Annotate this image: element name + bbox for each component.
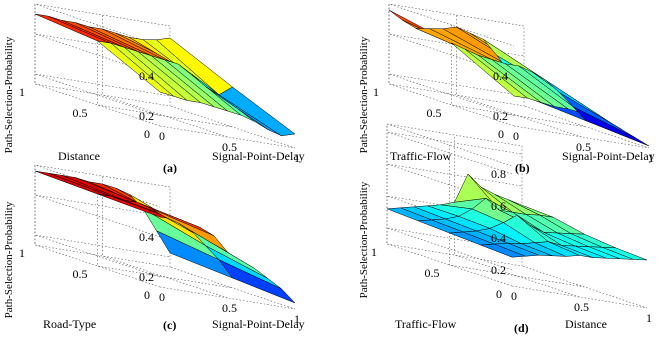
x-axis-label: Distance xyxy=(565,317,607,331)
z-tick-label: 0.2 xyxy=(493,109,508,123)
panel-label: (b) xyxy=(515,161,530,175)
x-axis-label: Signal-Point-Delay xyxy=(212,149,305,163)
z-axis-label: Path-Selection-Probability xyxy=(358,181,370,298)
y-tick-label: 1 xyxy=(371,245,377,259)
surface-patch xyxy=(572,106,650,147)
panel-label: (d) xyxy=(514,321,529,335)
y-tick-label: 1 xyxy=(19,246,25,260)
y-tick-label: 0.5 xyxy=(425,266,440,280)
surface-plot-a: 0.2 0.4 0 0.5 1 0 0.5 1 Path-Selection-Probabil… xyxy=(3,3,305,175)
x-tick-label: 0 xyxy=(511,289,517,303)
y-axis-label: Traffic-Flow xyxy=(395,317,457,331)
surface-patch xyxy=(218,259,296,304)
y-tick-label: 1 xyxy=(373,85,379,99)
z-tick-label: 0.4 xyxy=(493,69,508,83)
x-tick-label: 1 xyxy=(648,151,654,165)
surface-plot-d: 0.2 0.4 0.6 0.8 0 0.5 1 0 0.5 1 Path-Selection-Pr… xyxy=(358,123,652,335)
y-tick-label: 0 xyxy=(498,127,504,141)
z-tick-label: 0.2 xyxy=(139,109,154,123)
surface-patch xyxy=(218,86,296,137)
z-tick-label: 0.2 xyxy=(491,263,506,277)
y-axis-label: Road-Type xyxy=(43,317,96,331)
y-tick-label: 1 xyxy=(19,85,25,99)
z-axis-label: Path-Selection-Probability xyxy=(3,201,15,318)
panel-label: (a) xyxy=(163,161,177,175)
z-tick-label: 0.6 xyxy=(491,199,506,213)
y-tick-label: 0 xyxy=(144,127,150,141)
y-axis-label: Distance xyxy=(58,149,100,163)
surface-plot-b: 0.2 0.4 0 0.5 1 0 0.5 1 Path-Selection-Probabil… xyxy=(358,3,655,175)
x-tick-label: 0 xyxy=(513,129,519,143)
z-tick-label: 0.4 xyxy=(139,69,154,83)
z-tick-label: 0.4 xyxy=(491,231,506,245)
x-tick-label: 0 xyxy=(159,290,165,304)
x-tick-label: 1 xyxy=(646,311,652,325)
surface-patch xyxy=(602,247,648,261)
z-axis-label: Path-Selection-Probability xyxy=(358,36,370,153)
x-axis-label: Signal-Point-Delay xyxy=(212,317,305,331)
x-tick-label: 1 xyxy=(294,151,300,165)
y-tick-label: 0.5 xyxy=(73,267,88,281)
y-tick-label: 0 xyxy=(496,287,502,301)
x-tick-label: 0.5 xyxy=(576,140,591,154)
x-tick-label: 0 xyxy=(159,129,165,143)
x-axis-label: Signal-Point-Delay xyxy=(562,149,655,163)
x-tick-label: 1 xyxy=(294,312,300,326)
surface-patch xyxy=(559,92,636,139)
x-tick-label: 0.5 xyxy=(222,140,237,154)
y-tick-label: 0.5 xyxy=(427,106,442,120)
panel-label: (c) xyxy=(163,318,176,332)
y-tick-label: 0 xyxy=(144,288,150,302)
x-tick-label: 0.5 xyxy=(574,300,589,314)
z-tick-label: 0.8 xyxy=(491,167,506,181)
z-axis-label: Path-Selection-Probability xyxy=(3,36,15,153)
y-axis-label: Traffic-Flow xyxy=(390,149,452,163)
y-tick-label: 0.5 xyxy=(73,106,88,120)
surface-plot-c: 0.2 0.4 0 0.5 1 0 0.5 1 Path-Selection-Probabil… xyxy=(3,164,305,332)
surface-patch xyxy=(61,175,139,203)
x-tick-label: 0.5 xyxy=(222,301,237,315)
z-tick-label: 0.4 xyxy=(139,230,154,244)
surface-patch xyxy=(48,172,125,201)
z-tick-label: 0.2 xyxy=(139,270,154,284)
